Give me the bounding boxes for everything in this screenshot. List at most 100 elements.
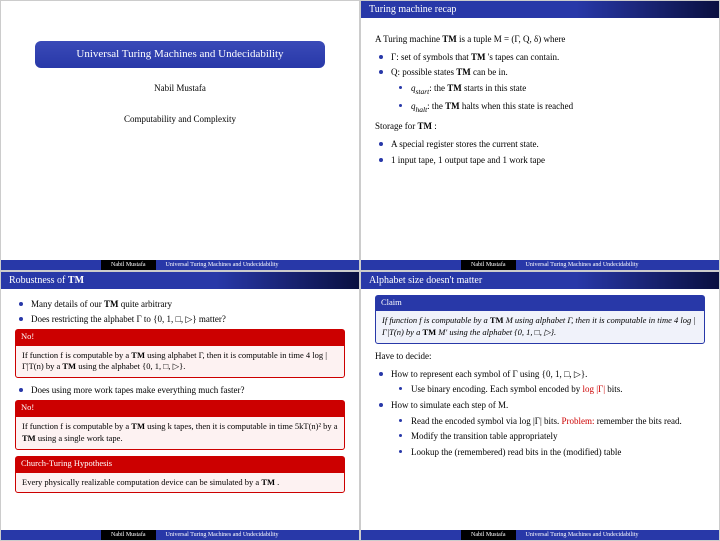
slide-title: Universal Turing Machines and Undecidabi… [0, 0, 360, 271]
list: A special register stores the current st… [379, 138, 705, 166]
list-item: Does restricting the alphabet Γ to {0, 1… [19, 313, 345, 326]
tm: TM [456, 67, 471, 77]
list: Does using more work tapes make everythi… [19, 384, 345, 397]
tm: TM [418, 121, 433, 131]
tm: TM [68, 275, 84, 286]
t: : the [429, 83, 447, 93]
slide-footer: Nabil Mustafa Universal Turing Machines … [361, 530, 719, 540]
t: M' using the alphabet {0, 1, □, ▷}. [436, 327, 556, 337]
t: Q: possible states [391, 67, 456, 77]
no-header: No! [15, 400, 345, 416]
list-item: Γ: set of symbols that TM 's tapes can c… [379, 51, 705, 64]
t: bits. [605, 384, 623, 394]
slide-header: Robustness of TM [1, 272, 359, 289]
slide-body: Many details of our TM quite arbitrary D… [1, 289, 359, 531]
title-box: Universal Turing Machines and Undecidabi… [35, 41, 325, 68]
t: Read the encoded symbol via log |Γ| bits… [411, 416, 562, 426]
decide-line: Have to decide: [375, 350, 705, 363]
intro-line: A Turing machine TM is a tuple M = (Γ, Q… [375, 33, 705, 46]
footer-author: Nabil Mustafa [101, 260, 156, 270]
t: starts in this state [462, 83, 527, 93]
t: Storage for [375, 121, 418, 131]
t: If function f is computable by a [22, 350, 131, 360]
list-item: qhalt: the TM halts when this state is r… [399, 100, 705, 115]
sublist: qstart: the TM starts in this state qhal… [399, 82, 705, 116]
slide-body: Claim If function f is computable by a T… [361, 289, 719, 531]
sublist: Use binary encoding. Each symbol encoded… [399, 383, 705, 396]
slide-alphabet: Alphabet size doesn't matter Claim If fu… [360, 271, 720, 541]
tm: TM [442, 34, 457, 44]
slide-recap: Turing machine recap A Turing machine TM… [360, 0, 720, 271]
sublist: Read the encoded symbol via log |Γ| bits… [399, 415, 705, 459]
no-box: If function f is computable by a TM usin… [15, 416, 345, 450]
t: halts when this state is reached [460, 101, 573, 111]
t: If function f is computable by a [22, 421, 131, 431]
t: quite arbitrary [118, 299, 171, 309]
slide-header: Alphabet size doesn't matter [361, 272, 719, 289]
t: Robustness of [9, 275, 68, 286]
subtitle: Computability and Complexity [15, 113, 345, 126]
t: can be in. [471, 67, 508, 77]
slide-robustness: Robustness of TM Many details of our TM … [0, 271, 360, 541]
list-item: Read the encoded symbol via log |Γ| bits… [399, 415, 705, 428]
t: Every physically realizable computation … [22, 477, 261, 487]
t: using a single work tape. [36, 433, 123, 443]
t: How to simulate each step of M. [391, 400, 508, 410]
slide-body: A Turing machine TM is a tuple M = (Γ, Q… [361, 18, 719, 260]
t: Use binary encoding. Each symbol encoded… [411, 384, 582, 394]
list-item: Q: possible states TM can be in. qstart:… [379, 66, 705, 115]
tm: TM [104, 299, 119, 309]
list: Many details of our TM quite arbitrary D… [19, 298, 345, 326]
footer-title: Universal Turing Machines and Undecidabi… [156, 532, 289, 538]
tm: TM [445, 101, 460, 111]
t: If function f is computable by a [382, 315, 490, 325]
t: Many details of our [31, 299, 104, 309]
t: . [275, 477, 279, 487]
tm: TM [22, 433, 36, 443]
claim-box: If function f is computable by a TM M us… [375, 310, 705, 344]
t: : [432, 121, 437, 131]
footer-author: Nabil Mustafa [461, 260, 516, 270]
tm: TM [447, 83, 462, 93]
tm: TM [490, 315, 504, 325]
tm: TM [131, 421, 145, 431]
list: How to represent each symbol of Γ using … [379, 368, 705, 459]
tm: TM [471, 52, 486, 62]
tm: TM [131, 350, 145, 360]
footer-author: Nabil Mustafa [461, 530, 516, 540]
tm: TM [62, 361, 76, 371]
church-turing-box: Every physically realizable computation … [15, 472, 345, 494]
list-item: How to represent each symbol of Γ using … [379, 368, 705, 396]
list-item: qstart: the TM starts in this state [399, 82, 705, 97]
footer-title: Universal Turing Machines and Undecidabi… [516, 532, 649, 538]
tm: TM [422, 327, 436, 337]
t: : the [427, 101, 445, 111]
list-item: 1 input tape, 1 output tape and 1 work t… [379, 154, 705, 167]
storage-line: Storage for TM : [375, 120, 705, 133]
t: halt [416, 105, 428, 114]
t: Problem: [562, 416, 595, 426]
t: log |Γ| [582, 384, 605, 394]
list-item: Lookup the (remembered) read bits in the… [399, 446, 705, 459]
t: using the alphabet {0, 1, □, ▷}. [76, 361, 185, 371]
author: Nabil Mustafa [15, 82, 345, 95]
church-turing-header: Church-Turing Hypothesis [15, 456, 345, 472]
list-item: Many details of our TM quite arbitrary [19, 298, 345, 311]
slide-footer: Nabil Mustafa Universal Turing Machines … [1, 530, 359, 540]
slide-footer: Nabil Mustafa Universal Turing Machines … [1, 260, 359, 270]
slide-grid: Universal Turing Machines and Undecidabi… [0, 0, 720, 541]
t: How to represent each symbol of Γ using … [391, 369, 587, 379]
no-header: No! [15, 329, 345, 345]
slide-body: Universal Turing Machines and Undecidabi… [1, 1, 359, 260]
list-item: How to simulate each step of M. Read the… [379, 399, 705, 458]
list: Γ: set of symbols that TM 's tapes can c… [379, 51, 705, 116]
claim-header: Claim [375, 295, 705, 311]
list-item: Modify the transition table appropriatel… [399, 430, 705, 443]
list-item: Use binary encoding. Each symbol encoded… [399, 383, 705, 396]
slide-footer: Nabil Mustafa Universal Turing Machines … [361, 260, 719, 270]
t: is a tuple M = (Γ, Q, δ) where [457, 34, 566, 44]
footer-title: Universal Turing Machines and Undecidabi… [156, 262, 289, 268]
slide-header: Turing machine recap [361, 1, 719, 18]
t: A Turing machine [375, 34, 442, 44]
list-item: Does using more work tapes make everythi… [19, 384, 345, 397]
